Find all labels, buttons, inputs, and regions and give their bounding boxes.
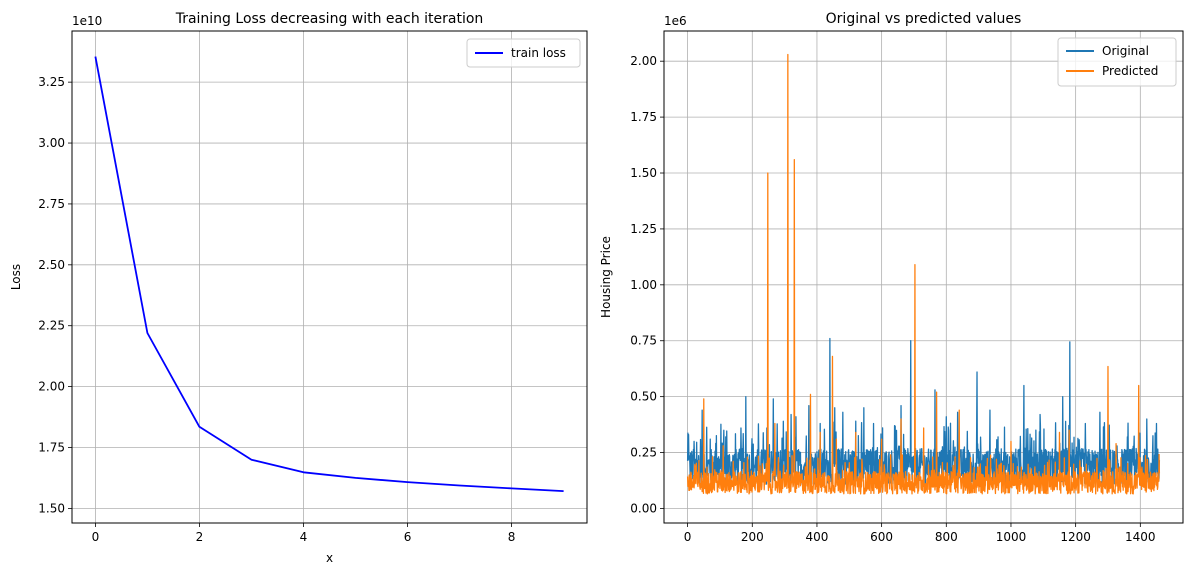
- x-tick-label: 600: [870, 530, 893, 544]
- x-tick-label: 400: [805, 530, 828, 544]
- chart-2-legend: Original Predicted: [1057, 37, 1177, 87]
- chart-2-title: Original vs predicted values: [826, 11, 1022, 27]
- x-tick-label: 200: [741, 530, 764, 544]
- chart-1-y-ticks: 1.50 1.75 2.00 2.25 2.50 2.75 3.00 3.25: [38, 75, 72, 515]
- y-tick-label: 0.75: [630, 334, 657, 348]
- chart-2-y-offset-text: 1e6: [664, 14, 687, 28]
- y-tick-label: 1.00: [630, 278, 657, 292]
- x-tick-label: 1000: [996, 530, 1027, 544]
- y-tick-label: 2.25: [38, 319, 65, 333]
- chart-2-legend-label-original: Original: [1102, 44, 1149, 58]
- x-tick-label: 4: [300, 530, 308, 544]
- chart-1-x-ticks: 0 2 4 6 8: [92, 523, 516, 544]
- chart-1-y-offset-text: 1e10: [72, 14, 102, 28]
- chart-1-legend-label-train-loss: train loss: [511, 46, 566, 60]
- y-tick-label: 2.00: [630, 54, 657, 68]
- x-tick-label: 1200: [1060, 530, 1091, 544]
- x-tick-label: 8: [508, 530, 516, 544]
- chart-1-y-axis-label: Loss: [9, 264, 23, 290]
- x-tick-label: 6: [404, 530, 412, 544]
- chart-1-axes-frame: [71, 30, 588, 524]
- x-tick-label: 0: [92, 530, 100, 544]
- series-line-train-loss: [94, 56, 564, 492]
- chart-2-legend-label-predicted: Predicted: [1102, 64, 1158, 78]
- y-tick-label: 1.50: [38, 501, 65, 515]
- x-tick-label: 0: [684, 530, 692, 544]
- chart-2-y-ticks: 0.00 0.25 0.50 0.75 1.00 1.25 1.50 1.75 2.00: [630, 54, 664, 515]
- chart-1-x-axis-label: x: [326, 551, 333, 565]
- y-tick-label: 1.50: [630, 166, 657, 180]
- chart-1-title: Training Loss decreasing with each itera…: [175, 11, 484, 27]
- y-tick-label: 2.00: [38, 380, 65, 394]
- y-tick-label: 1.25: [630, 222, 657, 236]
- chart-1-grid: [72, 31, 587, 523]
- chart-2-axes-frame: [663, 30, 1184, 524]
- y-tick-label: 2.50: [38, 258, 65, 272]
- y-tick-label: 2.75: [38, 197, 65, 211]
- x-tick-label: 800: [935, 530, 958, 544]
- chart-2-x-ticks: 0 200 400 600 800 1000 1200 1400: [684, 523, 1156, 544]
- chart-2-y-axis-label: Housing Price: [599, 236, 613, 318]
- chart-original-vs-predicted: 0 200 400 600 800 1000 1200 1400 0.000.250.500.…: [599, 11, 1184, 544]
- series-line-predicted: [686, 53, 1161, 495]
- x-tick-label: 1400: [1125, 530, 1156, 544]
- x-tick-label: 2: [196, 530, 204, 544]
- y-tick-label: 3.00: [38, 136, 65, 150]
- chart-training-loss: 0 2 4 6 8 1.50 1.75 2.00 2.25 2.50 2.75 3.00 3.25 T…: [9, 11, 588, 565]
- y-tick-label: 1.75: [38, 440, 65, 454]
- chart-2-series: [686, 53, 1161, 495]
- y-tick-label: 0.00: [630, 501, 657, 515]
- y-tick-label: 1.75: [630, 110, 657, 124]
- chart-1-series: [94, 56, 564, 492]
- y-tick-label: 3.25: [38, 75, 65, 89]
- chart-1-legend: train loss: [466, 38, 581, 68]
- chart-1-legend-box: [466, 38, 581, 68]
- y-tick-label: 0.50: [630, 390, 657, 404]
- y-tick-label: 0.25: [630, 446, 657, 460]
